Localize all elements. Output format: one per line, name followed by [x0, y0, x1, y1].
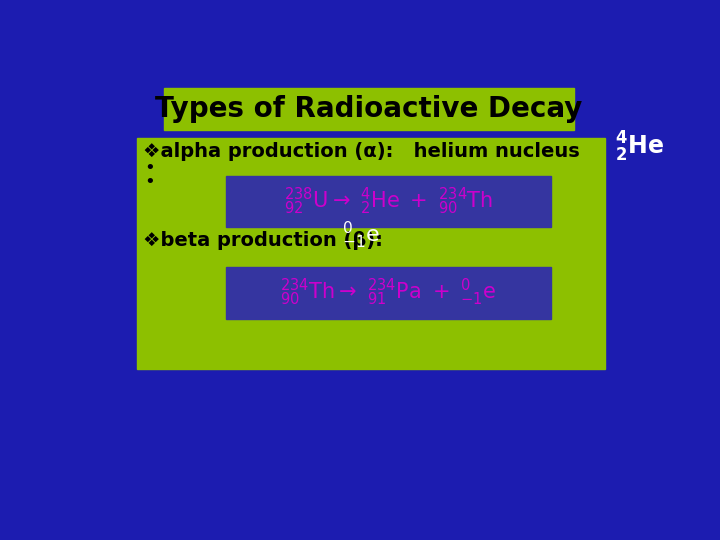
- FancyBboxPatch shape: [137, 138, 606, 369]
- FancyBboxPatch shape: [225, 177, 551, 226]
- Text: ❖beta production (β):: ❖beta production (β):: [143, 231, 382, 250]
- Text: •: •: [144, 173, 155, 191]
- Text: Types of Radioactive Decay: Types of Radioactive Decay: [156, 95, 582, 123]
- FancyBboxPatch shape: [225, 267, 551, 319]
- Text: $\mathbf{^4_2}$He: $\mathbf{^4_2}$He: [616, 130, 665, 164]
- Text: $^{238}_{92}\mathrm{U} \rightarrow\ ^{4}_{2}\mathrm{He}\ +\ ^{234}_{90}\mathrm{T: $^{238}_{92}\mathrm{U} \rightarrow\ ^{4}…: [284, 186, 493, 217]
- Text: ❖alpha production (α):   helium nucleus: ❖alpha production (α): helium nucleus: [143, 141, 580, 160]
- Text: •: •: [144, 159, 155, 177]
- Text: $^{0}_{-1}\mathrm{e}$: $^{0}_{-1}\mathrm{e}$: [342, 220, 380, 251]
- Text: $^{234}_{90}\mathrm{Th} \rightarrow\ ^{234}_{91}\mathrm{Pa}\ +\ ^{0}_{-1}\mathrm: $^{234}_{90}\mathrm{Th} \rightarrow\ ^{2…: [280, 277, 497, 308]
- FancyBboxPatch shape: [163, 88, 575, 130]
